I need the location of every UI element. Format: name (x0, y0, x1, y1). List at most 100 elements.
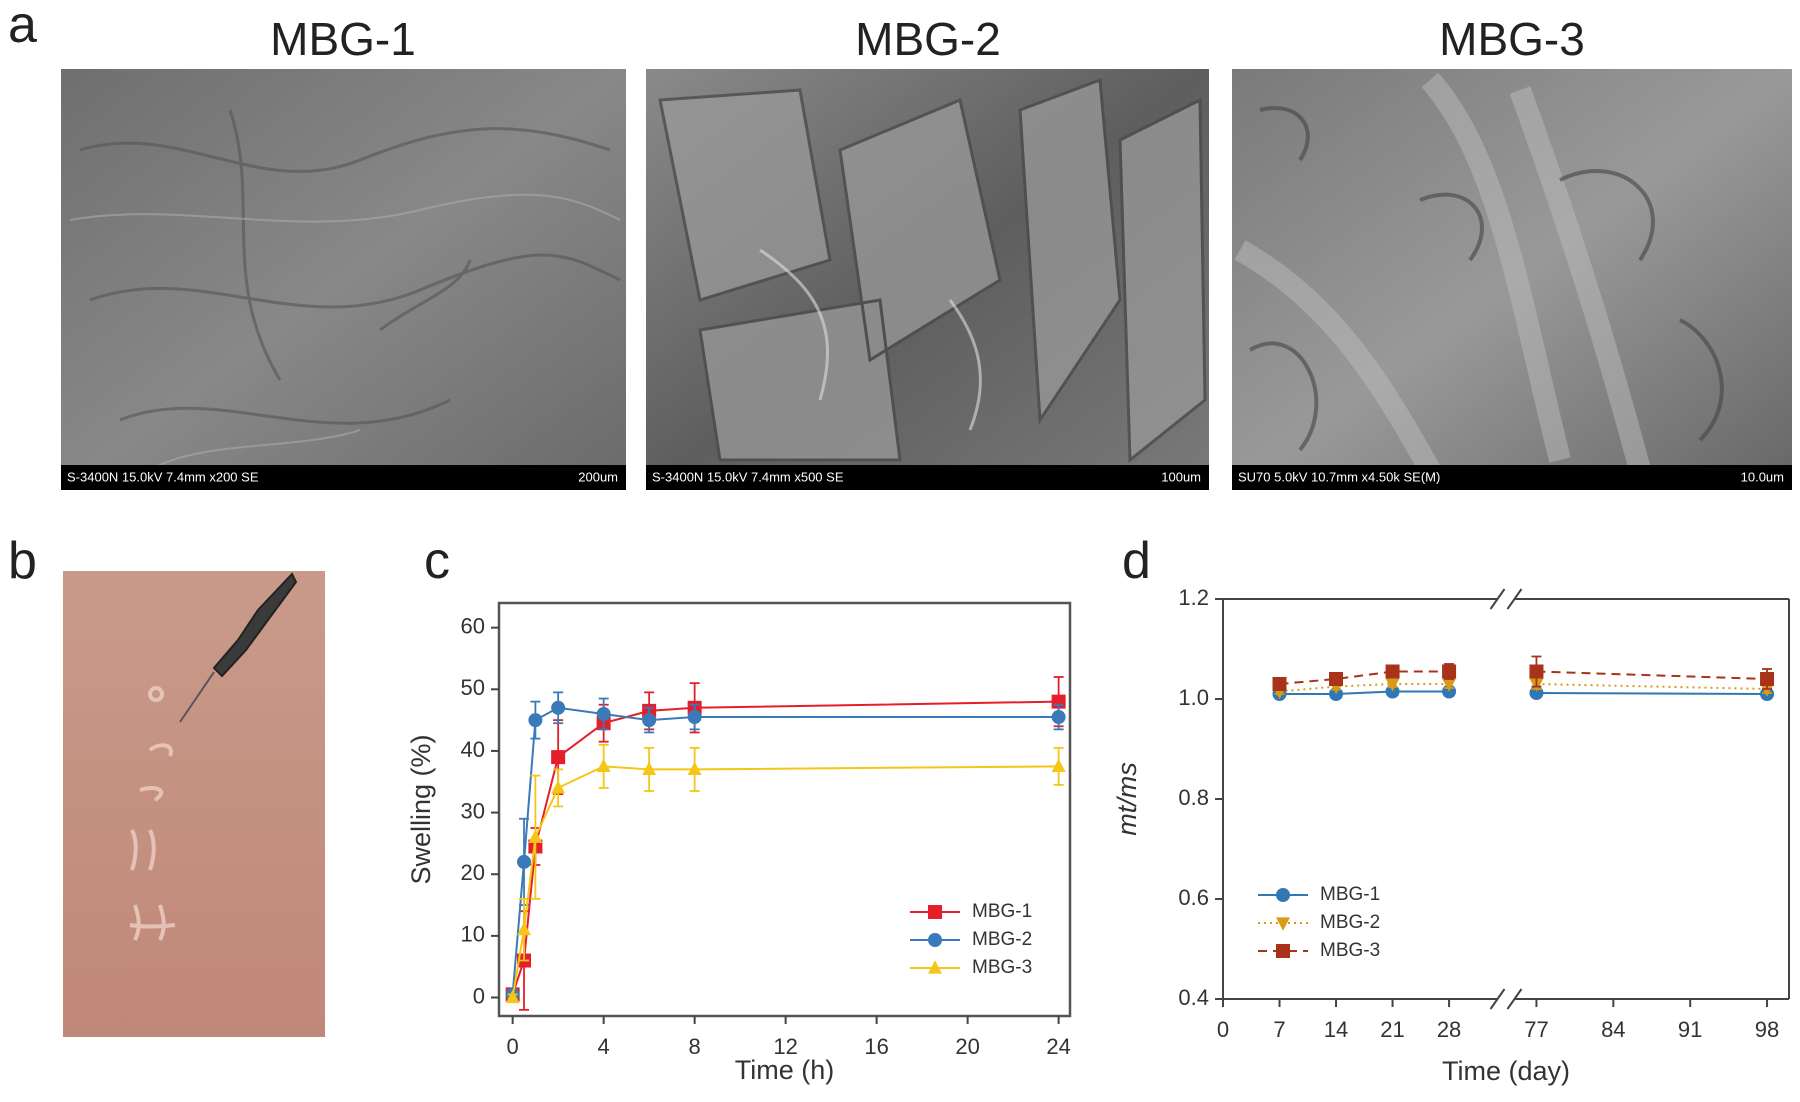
marker (1760, 672, 1775, 686)
marker (642, 713, 657, 728)
y-tick-label: 1.2 (1178, 585, 1209, 610)
x-tick-label: 20 (955, 1034, 979, 1059)
x-tick-label: 0 (1217, 1017, 1229, 1042)
marker (1385, 678, 1400, 692)
x-tick-label: 7 (1273, 1017, 1285, 1042)
y-tick-label: 10 (461, 922, 485, 947)
sem-scale: 100um (1161, 469, 1201, 484)
x-tick-label: 8 (689, 1034, 701, 1059)
legend-item: MBG-3 (1258, 940, 1380, 961)
legend-marker (1276, 944, 1290, 958)
sem-info: SU70 5.0kV 10.7mm x4.50k SE(M) (1238, 469, 1440, 484)
marker (551, 700, 566, 715)
legend-marker (928, 905, 942, 919)
x-tick-label: 24 (1046, 1034, 1070, 1059)
marker (551, 780, 566, 794)
x-tick-label: 84 (1601, 1017, 1625, 1042)
sem-scale: 200um (578, 469, 618, 484)
marker (1051, 758, 1066, 772)
x-axis-title: Time (h) (735, 1055, 835, 1085)
legend-item: MBG-1 (910, 901, 1032, 922)
marker (596, 706, 611, 721)
sem-info: S-3400N 15.0kV 7.4mm x200 SE (67, 469, 259, 484)
legend-item: MBG-2 (1258, 912, 1380, 933)
marker (517, 922, 532, 936)
legend-item: MBG-2 (910, 929, 1032, 950)
x-tick-label: 28 (1437, 1017, 1461, 1042)
x-tick-label: 14 (1324, 1017, 1348, 1042)
sem-image: SU70 5.0kV 10.7mm x4.50k SE(M) 10.0um (1232, 69, 1792, 490)
y-tick-label: 0.4 (1178, 985, 1209, 1010)
photo (63, 571, 325, 1037)
sem-info: S-3400N 15.0kV 7.4mm x500 SE (652, 469, 844, 484)
panel-label: a (8, 0, 37, 54)
legend-label: MBG-3 (1320, 940, 1380, 961)
marker (687, 710, 702, 725)
legend-marker (1276, 917, 1290, 931)
marker (1442, 678, 1457, 692)
legend-label: MBG-3 (972, 957, 1032, 978)
x-tick-label: 77 (1524, 1017, 1548, 1042)
axis-break (1489, 588, 1506, 610)
legend-item: MBG-3 (910, 957, 1032, 978)
y-tick-label: 40 (461, 737, 485, 762)
sem-image: S-3400N 15.0kV 7.4mm x500 SE 100um (646, 69, 1209, 490)
y-tick-label: 0 (473, 983, 485, 1008)
x-tick-label: 12 (773, 1034, 797, 1059)
x-axis-title: Time (day) (1442, 1056, 1570, 1086)
y-axis-title: mt/ms (1112, 762, 1142, 836)
series-line (1279, 690, 1768, 695)
marker (528, 713, 543, 728)
x-tick-label: 91 (1678, 1017, 1702, 1042)
legend-label: MBG-2 (972, 929, 1032, 950)
x-tick-label: 4 (598, 1034, 610, 1059)
axis-break (1489, 988, 1506, 1010)
panel-label: c (424, 532, 450, 590)
marker (596, 758, 611, 772)
legend-label: MBG-1 (972, 901, 1032, 922)
axis-break (1506, 988, 1523, 1010)
y-tick-label: 0.8 (1178, 785, 1209, 810)
marker (642, 761, 657, 776)
y-tick-label: 30 (461, 798, 485, 823)
axis-break (1506, 588, 1523, 610)
series-line (511, 765, 1059, 998)
sem-title: MBG-1 (270, 13, 416, 65)
marker (505, 989, 520, 1004)
x-tick-label: 98 (1755, 1017, 1779, 1042)
sem-scale: 10.0um (1741, 469, 1784, 484)
marker (528, 829, 543, 843)
marker (1529, 664, 1544, 679)
marker (1329, 672, 1344, 686)
marker (1385, 664, 1400, 679)
legend-marker (1276, 888, 1290, 902)
marker (551, 750, 566, 765)
legend-label: MBG-1 (1320, 884, 1380, 905)
marker (1442, 664, 1457, 679)
legend-marker (928, 933, 942, 947)
legend-marker (928, 960, 942, 974)
legend-item: MBG-1 (1258, 884, 1380, 905)
marker (517, 854, 532, 869)
series-line (511, 700, 1059, 995)
y-tick-label: 60 (461, 613, 485, 638)
y-tick-label: 50 (461, 675, 485, 700)
y-axis-title: Swelling (%) (406, 734, 436, 884)
marker (687, 761, 702, 776)
sem-image: S-3400N 15.0kV 7.4mm x200 SE 200um (61, 69, 626, 490)
sem-title: MBG-2 (855, 13, 1001, 65)
series-line (1279, 683, 1768, 693)
y-tick-label: 20 (461, 860, 485, 885)
panel-label: b (8, 532, 37, 590)
panel-label: d (1122, 532, 1151, 590)
x-tick-label: 16 (864, 1034, 888, 1059)
x-tick-label: 21 (1380, 1017, 1404, 1042)
y-tick-label: 1.0 (1178, 685, 1209, 710)
chart: 0 7 14 21 28 77 84 91 98 0.4 0.6 0.8 1.0 1.2 Time (day… (1112, 585, 1790, 1086)
y-tick-label: 0.6 (1178, 885, 1209, 910)
series-line (1279, 670, 1768, 685)
plot-frame (497, 601, 1072, 1018)
marker (1760, 683, 1775, 697)
sem-title: MBG-3 (1439, 13, 1585, 65)
